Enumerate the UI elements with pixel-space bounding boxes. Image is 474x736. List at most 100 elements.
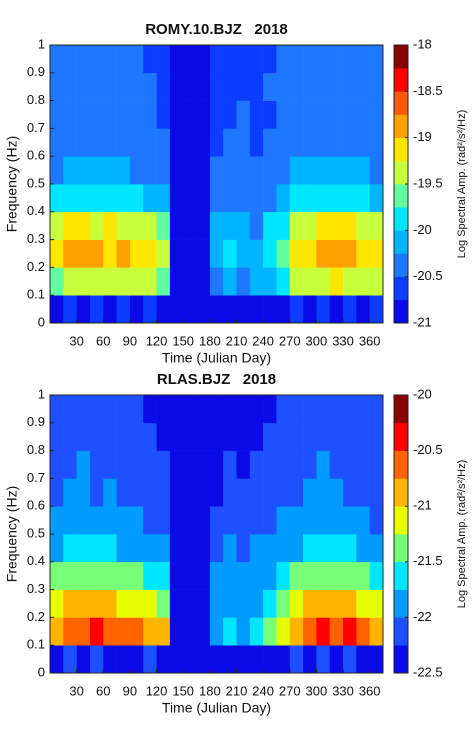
heat-cell [103, 478, 117, 507]
x-tick-label: 60 [96, 333, 110, 348]
heat-cell [356, 72, 370, 101]
heat-cell [303, 156, 317, 185]
heat-cell [89, 617, 104, 646]
heat-cell [103, 645, 117, 674]
heat-cell [129, 45, 144, 74]
heat-cell [249, 100, 264, 129]
heat-cell [76, 589, 91, 618]
heat-cell [329, 561, 344, 590]
heat-cell [263, 267, 277, 296]
heat-cell [303, 645, 317, 674]
colorbar-swatch [394, 45, 408, 69]
colorbar-tick-label: -20.5 [413, 268, 443, 283]
heat-cell [223, 506, 237, 535]
heat-cell [129, 645, 144, 674]
heat-cell [223, 617, 237, 646]
heat-cell [156, 645, 171, 674]
heat-cell [263, 100, 277, 129]
heat-cell [50, 422, 64, 451]
heat-cell [196, 645, 211, 674]
heat-cell [103, 128, 117, 157]
colorbar-tick-label: -19 [413, 129, 432, 144]
heat-cell [50, 267, 64, 296]
heat-cell [183, 561, 197, 590]
heat-cell [129, 506, 144, 535]
heat-cell [263, 295, 277, 324]
colorbar-tick-label: -19.5 [413, 175, 443, 190]
heat-cell [263, 617, 277, 646]
heat-cell [169, 450, 184, 479]
heat-cell [329, 184, 344, 213]
colorbar-tick-label: -20 [413, 222, 432, 237]
heat-cell [223, 478, 237, 507]
heat-cell [369, 617, 384, 646]
heat-cell [223, 211, 237, 240]
heat-cell [103, 72, 117, 101]
heat-cell [329, 100, 344, 129]
heat-cell [129, 561, 144, 590]
heat-cell [103, 45, 117, 74]
heat-cell [129, 239, 144, 268]
heat-cell [169, 184, 184, 213]
heat-cell [276, 450, 291, 479]
x-tick-label: 300 [306, 683, 328, 698]
colorbar-swatch [394, 230, 408, 254]
heat-cell [289, 478, 304, 507]
heat-cell [196, 534, 211, 563]
heat-cell [356, 534, 370, 563]
heat-cell [329, 506, 344, 535]
y-tick-label: 0.6 [27, 148, 45, 163]
heat-cell [156, 72, 171, 101]
heat-cell [369, 395, 384, 424]
heat-cell [276, 617, 291, 646]
heat-cell [303, 450, 317, 479]
heat-cell [209, 128, 224, 157]
heat-cell [116, 267, 131, 296]
heat-cell [196, 128, 211, 157]
heat-cell [303, 100, 317, 129]
heat-cell [169, 422, 184, 451]
heat-cell [63, 617, 77, 646]
heat-cell [143, 45, 157, 74]
heat-cell [209, 422, 224, 451]
heat-cell [143, 534, 157, 563]
heat-cell [103, 184, 117, 213]
colorbar-swatch [394, 160, 408, 185]
colorbar-tick-label: -18 [413, 36, 432, 51]
heat-cell [143, 589, 157, 618]
heat-cell [116, 72, 131, 101]
heat-cell [316, 561, 331, 590]
heat-cell [63, 267, 77, 296]
heat-cell [276, 267, 291, 296]
heat-cell [209, 100, 224, 129]
heat-cell [236, 478, 251, 507]
heat-cell [196, 211, 211, 240]
heat-cell [156, 561, 171, 590]
heat-cell [63, 478, 77, 507]
heat-cell [303, 184, 317, 213]
heat-cell [249, 645, 264, 674]
heat-cell [209, 506, 224, 535]
heat-cell [289, 645, 304, 674]
heat-cell [223, 395, 237, 424]
y-tick-label: 0.9 [27, 64, 45, 79]
heat-cell [63, 395, 77, 424]
heat-cell [89, 506, 104, 535]
heat-cell [343, 478, 357, 507]
heat-cell [50, 534, 64, 563]
heat-cell [249, 561, 264, 590]
heat-cell [103, 295, 117, 324]
y-tick-label: 0.8 [27, 442, 45, 457]
heat-cell [249, 422, 264, 451]
heat-cell [183, 295, 197, 324]
heat-cell [89, 478, 104, 507]
heat-cell [369, 128, 384, 157]
x-tick-label: 330 [332, 333, 354, 348]
heat-cell [116, 239, 131, 268]
heat-cell [209, 295, 224, 324]
heat-cell [129, 267, 144, 296]
x-tick-label: 120 [146, 333, 168, 348]
heat-cell [329, 450, 344, 479]
heat-cell [289, 617, 304, 646]
heat-cell [223, 422, 237, 451]
